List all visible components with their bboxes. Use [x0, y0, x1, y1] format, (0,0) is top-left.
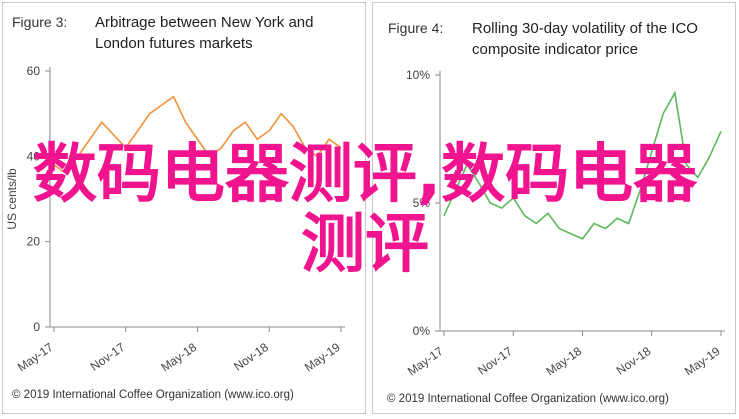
chart-title: Arbitrage between New York and London fu…: [95, 14, 314, 52]
figure-label: Figure 3:: [12, 14, 68, 30]
y-tick-label: 0%: [413, 324, 431, 338]
x-tick-label: May-19: [302, 340, 343, 375]
source-note: © 2019 International Coffee Organization…: [12, 389, 294, 401]
chart-title: Rolling 30-day volatility of the ICO com…: [472, 20, 698, 58]
data-line: [53, 95, 342, 175]
x-tick-label: May-19: [682, 344, 723, 379]
x-tick-label: May-17: [15, 340, 56, 375]
x-tick-label: May-18: [543, 344, 584, 379]
figure-label: Figure 4:: [388, 20, 444, 36]
y-tick-label: 0: [33, 320, 40, 334]
x-tick-label: Nov-18: [614, 344, 654, 378]
y-axis-label: US cents/lb: [5, 168, 19, 230]
x-tick-label: Nov-17: [475, 344, 515, 378]
x-tick-label: May-18: [158, 340, 199, 375]
source-note: © 2019 International Coffee Organization…: [387, 393, 669, 405]
x-tick-label: Nov-18: [231, 340, 271, 374]
chart-panel: [2, 2, 366, 414]
data-line: [443, 90, 722, 240]
overlay-text: 数码电器测评,数码电器测评: [32, 138, 698, 282]
y-tick-label: 60: [27, 64, 41, 78]
x-tick-label: Nov-17: [88, 340, 128, 374]
chart-panel: [372, 2, 736, 414]
y-tick-label: 40: [27, 149, 41, 163]
y-tick-label: 5%: [413, 196, 431, 210]
y-tick-label: 10%: [406, 68, 430, 82]
y-tick-label: 20: [27, 235, 41, 249]
x-tick-label: May-17: [405, 344, 446, 379]
